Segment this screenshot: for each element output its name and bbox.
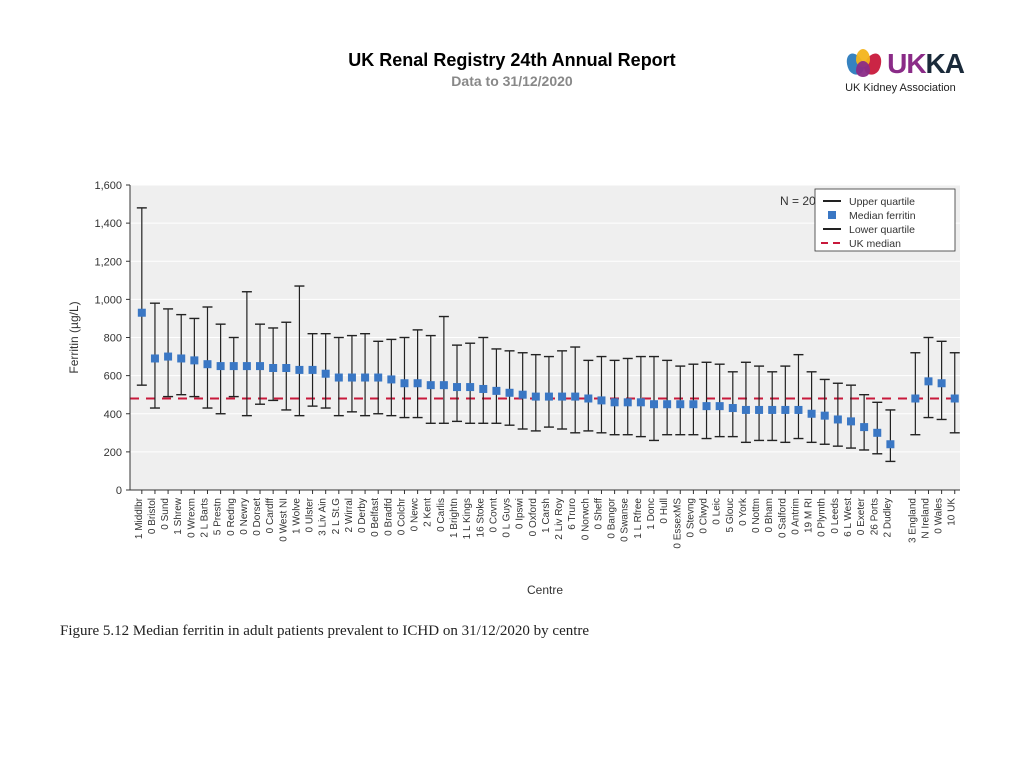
svg-text:0 Sheff: 0 Sheff bbox=[593, 498, 604, 530]
svg-text:600: 600 bbox=[104, 371, 122, 383]
logo-subtitle: UK Kidney Association bbox=[845, 82, 964, 94]
svg-text:0 Belfast: 0 Belfast bbox=[370, 498, 381, 537]
svg-text:0 Ipswi: 0 Ipswi bbox=[515, 498, 526, 529]
svg-text:1 Brightn: 1 Brightn bbox=[449, 498, 460, 538]
svg-text:2 L St.G: 2 L St.G bbox=[331, 498, 342, 535]
svg-text:Median ferritin: Median ferritin bbox=[849, 210, 916, 222]
svg-text:19 M RI: 19 M RI bbox=[804, 498, 815, 533]
svg-text:Ferritin (µg/L): Ferritin (µg/L) bbox=[67, 301, 81, 373]
svg-text:0 Bradfd: 0 Bradfd bbox=[383, 498, 394, 536]
svg-text:3 Liv Ain: 3 Liv Ain bbox=[318, 498, 329, 536]
svg-text:0 Leeds: 0 Leeds bbox=[830, 498, 841, 534]
svg-text:0 Clwyd: 0 Clwyd bbox=[699, 498, 710, 534]
svg-text:6 Truro: 6 Truro bbox=[567, 498, 578, 530]
logo-text: UKKA bbox=[887, 48, 964, 80]
svg-text:0 Newc: 0 Newc bbox=[410, 498, 421, 531]
svg-text:3 England: 3 England bbox=[907, 498, 918, 543]
svg-text:0 Norwch: 0 Norwch bbox=[580, 498, 591, 540]
svg-text:1,600: 1,600 bbox=[94, 180, 122, 192]
svg-text:0 Exeter: 0 Exeter bbox=[856, 497, 867, 535]
svg-text:0 Plymth: 0 Plymth bbox=[817, 498, 828, 537]
svg-text:N Ireland: N Ireland bbox=[920, 498, 931, 539]
svg-text:26 Ports: 26 Ports bbox=[869, 498, 880, 535]
svg-text:2 Liv Roy: 2 Liv Roy bbox=[554, 498, 565, 540]
svg-text:0 EssexMS: 0 EssexMS bbox=[672, 498, 683, 549]
svg-text:0 Cardff: 0 Cardff bbox=[265, 498, 276, 534]
svg-text:0 Salford: 0 Salford bbox=[777, 498, 788, 538]
svg-text:400: 400 bbox=[104, 409, 122, 421]
svg-text:0 Nottm: 0 Nottm bbox=[751, 498, 762, 533]
svg-text:800: 800 bbox=[104, 333, 122, 345]
svg-text:5 Glouc: 5 Glouc bbox=[725, 498, 736, 532]
figure-caption: Figure 5.12 Median ferritin in adult pat… bbox=[60, 623, 589, 640]
svg-text:0: 0 bbox=[116, 485, 122, 497]
svg-text:1,000: 1,000 bbox=[94, 294, 122, 306]
svg-text:2 L Barts: 2 L Barts bbox=[199, 498, 210, 538]
svg-text:0 Bangor: 0 Bangor bbox=[607, 497, 618, 538]
svg-text:UK median: UK median bbox=[849, 238, 901, 250]
svg-text:0 Leic: 0 Leic bbox=[712, 498, 723, 525]
svg-text:0 Bristol: 0 Bristol bbox=[147, 498, 158, 534]
svg-text:1,400: 1,400 bbox=[94, 218, 122, 230]
svg-text:0 L Guys: 0 L Guys bbox=[502, 498, 513, 538]
svg-text:0 Redng: 0 Redng bbox=[226, 498, 237, 536]
chart-svg: 0 200 400 600 800 1,000 1,200 1,400 1,600 1 Middl… bbox=[60, 180, 970, 600]
svg-text:Centre: Centre bbox=[527, 583, 563, 597]
svg-text:0 Newry: 0 Newry bbox=[239, 498, 250, 535]
svg-text:0 Ulster: 0 Ulster bbox=[305, 497, 316, 532]
svg-text:0 Stevng: 0 Stevng bbox=[685, 498, 696, 537]
svg-text:Lower quartile: Lower quartile bbox=[849, 224, 915, 236]
svg-text:16 Stoke: 16 Stoke bbox=[475, 498, 486, 538]
svg-text:2 Wirral: 2 Wirral bbox=[344, 498, 355, 532]
svg-text:1 Carsh: 1 Carsh bbox=[541, 498, 552, 533]
ferritin-chart: 0 200 400 600 800 1,000 1,200 1,400 1,600 1 Middl… bbox=[60, 180, 970, 600]
svg-text:0 Derby: 0 Derby bbox=[357, 498, 368, 533]
svg-text:10 UK: 10 UK bbox=[947, 498, 958, 526]
svg-text:0 Colchr: 0 Colchr bbox=[396, 497, 407, 535]
svg-text:2 Kent: 2 Kent bbox=[423, 498, 434, 527]
svg-text:Upper quartile: Upper quartile bbox=[849, 196, 915, 208]
svg-text:1 Wolve: 1 Wolve bbox=[291, 498, 302, 534]
svg-text:5 Prestn: 5 Prestn bbox=[213, 498, 224, 535]
svg-text:0 Swanse: 0 Swanse bbox=[620, 498, 631, 542]
svg-text:0 Dorset: 0 Dorset bbox=[252, 498, 263, 536]
svg-text:0 Bham: 0 Bham bbox=[764, 498, 775, 532]
svg-text:0 Hull: 0 Hull bbox=[659, 498, 670, 524]
svg-text:1 Middlbr: 1 Middlbr bbox=[134, 497, 145, 539]
svg-text:0 Oxford: 0 Oxford bbox=[528, 498, 539, 536]
svg-text:1 Donc: 1 Donc bbox=[646, 498, 657, 530]
svg-text:1 Shrew: 1 Shrew bbox=[173, 497, 184, 534]
svg-text:1,200: 1,200 bbox=[94, 256, 122, 268]
svg-text:0 Antrim: 0 Antrim bbox=[790, 498, 801, 535]
svg-text:0 York: 0 York bbox=[738, 497, 749, 526]
svg-text:0 Wrexm: 0 Wrexm bbox=[186, 498, 197, 538]
logo-petals-icon bbox=[845, 49, 883, 79]
svg-text:0 Wales: 0 Wales bbox=[934, 498, 945, 534]
svg-text:2 Dudley: 2 Dudley bbox=[882, 498, 893, 537]
svg-text:1 L Kings: 1 L Kings bbox=[462, 498, 473, 539]
svg-text:0 Sund: 0 Sund bbox=[160, 498, 171, 530]
ukka-logo: UKKA UK Kidney Association bbox=[845, 48, 964, 94]
svg-text:0 West NI: 0 West NI bbox=[278, 498, 289, 542]
svg-text:1 L Rfree: 1 L Rfree bbox=[633, 498, 644, 539]
svg-text:200: 200 bbox=[104, 447, 122, 459]
svg-text:0 Covnt: 0 Covnt bbox=[488, 498, 499, 533]
svg-text:6 L West: 6 L West bbox=[843, 498, 854, 537]
svg-text:0 Carlis: 0 Carlis bbox=[436, 498, 447, 532]
